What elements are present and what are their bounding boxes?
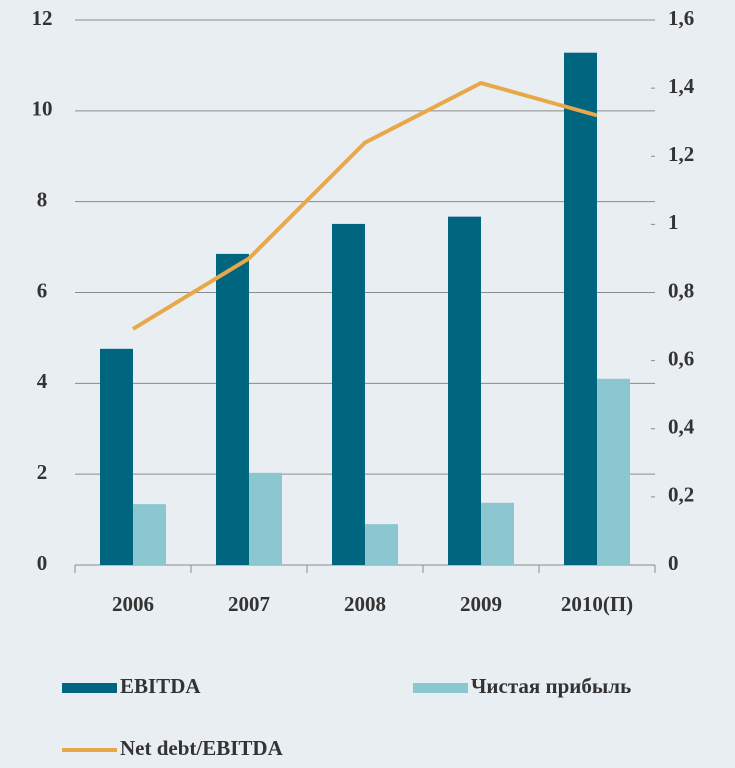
bar (564, 52, 597, 565)
y-tick-label: 8 (37, 187, 48, 211)
legend-label: EBITDA (120, 674, 201, 698)
y-tick-label: 0 (37, 551, 48, 575)
y2-tick-label: 0,2 (668, 483, 694, 507)
bar (365, 524, 398, 565)
y2-tick-label: 1,6 (668, 6, 694, 30)
y2-tick-label: 0,6 (668, 346, 694, 370)
y2-tick-label: 0 (668, 551, 679, 575)
legend-label: Чистая прибыль (471, 674, 631, 698)
bar (448, 216, 481, 565)
y-tick-label: 12 (32, 6, 53, 30)
y-tick-label: 2 (37, 460, 48, 484)
bar (597, 378, 630, 565)
bar (332, 223, 365, 565)
y2-tick-label: 0,4 (668, 415, 695, 439)
y-tick-label: 6 (37, 278, 48, 302)
y2-tick-label: 1 (668, 210, 679, 234)
x-tick-label: 2010(П) (561, 592, 633, 616)
y2-tick-label: 1,4 (668, 74, 695, 98)
y-tick-label: 4 (37, 369, 48, 393)
bar (249, 472, 282, 565)
x-tick-label: 2008 (344, 592, 386, 616)
legend-swatch (413, 683, 468, 693)
y-tick-label: 10 (32, 97, 53, 121)
y2-tick-label: 1,2 (668, 142, 694, 166)
bar (100, 348, 133, 565)
y2-tick-label: 0,8 (668, 278, 694, 302)
legend-label: Net debt/EBITDA (120, 736, 284, 760)
legend-swatch (62, 683, 117, 693)
bar (481, 502, 514, 565)
x-tick-label: 2006 (112, 592, 154, 616)
line (131, 80, 598, 331)
x-tick-label: 2007 (228, 592, 270, 616)
bar (133, 504, 166, 565)
x-tick-label: 2009 (460, 592, 502, 616)
bar (216, 253, 249, 566)
